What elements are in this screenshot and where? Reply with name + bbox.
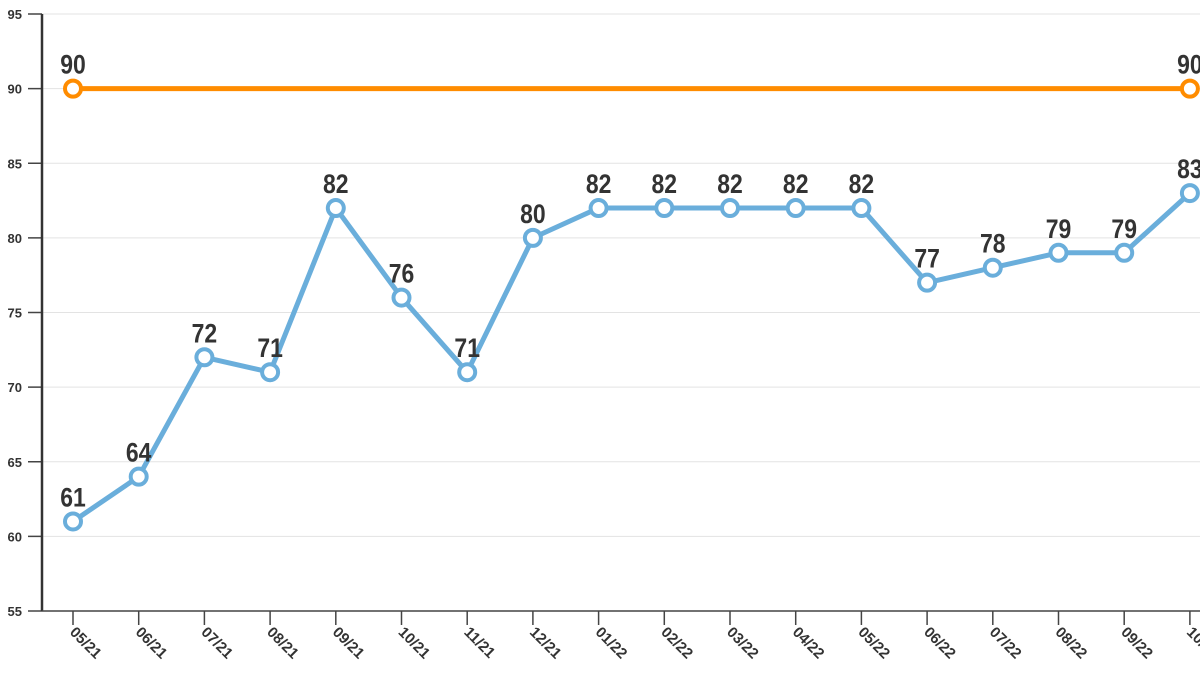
data-label: 80: [520, 199, 546, 229]
y-tick-label: 55: [8, 604, 22, 619]
x-tick-label: 12/21: [526, 624, 565, 663]
data-point: [128, 466, 149, 487]
data-point: [457, 362, 478, 383]
data-label: 79: [1111, 214, 1137, 244]
x-tick-label: 07/21: [198, 624, 237, 663]
y-tick-label: 90: [8, 82, 22, 97]
data-label: 78: [980, 229, 1006, 259]
data-label: 71: [257, 333, 283, 363]
data-point: [720, 198, 740, 219]
data-label: 82: [783, 169, 809, 199]
x-tick-label: 06/21: [132, 624, 171, 663]
x-tick-label: 07/22: [986, 624, 1025, 663]
x-tick-label: 01/22: [592, 624, 631, 663]
data-point: [325, 198, 346, 219]
data-label: 82: [717, 169, 743, 199]
x-tick-label: 05/22: [855, 624, 894, 663]
data-point: [982, 257, 1003, 278]
x-tick-label: 08/22: [1052, 624, 1091, 663]
x-tick-label: 09/21: [329, 624, 368, 663]
x-tick-label: 10/22: [1183, 624, 1200, 663]
data-label: 61: [60, 483, 86, 513]
data-label: 72: [192, 319, 218, 349]
data-point: [654, 198, 675, 219]
series-line-score: [71, 191, 1192, 524]
x-tick-label: 03/22: [723, 624, 762, 663]
x-tick-label: 11/21: [460, 624, 498, 662]
data-label: 76: [389, 259, 415, 289]
data-point: [522, 227, 543, 248]
data-label: 90: [1177, 50, 1200, 80]
data-point: [391, 287, 412, 308]
y-tick-label: 70: [8, 380, 22, 395]
data-point: [1048, 242, 1069, 263]
data-point: [194, 347, 215, 368]
x-tick-label: 08/21: [263, 624, 302, 663]
data-label: 82: [652, 169, 678, 199]
data-point: [1179, 183, 1200, 204]
x-tick-label: 02/22: [657, 624, 696, 663]
data-point: [1114, 242, 1135, 263]
y-tick-label: 60: [8, 529, 22, 544]
data-point: [588, 198, 609, 219]
x-tick-label: 06/22: [920, 624, 959, 663]
y-tick-label: 80: [8, 231, 22, 246]
x-tick-label: 09/22: [1117, 624, 1156, 663]
x-tick-label: 04/22: [789, 624, 828, 663]
data-label: 71: [454, 333, 480, 363]
y-tick-label: 85: [8, 156, 22, 171]
data-label: 90: [60, 50, 86, 80]
data-point: [63, 78, 83, 99]
data-point: [260, 362, 281, 383]
y-tick-label: 65: [8, 455, 22, 470]
y-tick-label: 75: [8, 306, 22, 321]
data-point: [63, 511, 83, 532]
data-label: 77: [914, 244, 940, 274]
data-point: [785, 198, 806, 219]
data-point: [1179, 78, 1200, 99]
data-point: [851, 198, 872, 219]
data-point: [917, 272, 938, 293]
data-label: 82: [586, 169, 612, 199]
x-tick-label: 10/21: [395, 624, 434, 663]
data-label: 82: [849, 169, 875, 199]
data-label: 64: [126, 438, 152, 468]
data-label: 82: [323, 169, 349, 199]
x-tick-label: 05/21: [66, 624, 105, 663]
data-label: 83: [1177, 154, 1200, 184]
y-tick-label: 95: [8, 7, 22, 22]
data-label: 79: [1046, 214, 1072, 244]
